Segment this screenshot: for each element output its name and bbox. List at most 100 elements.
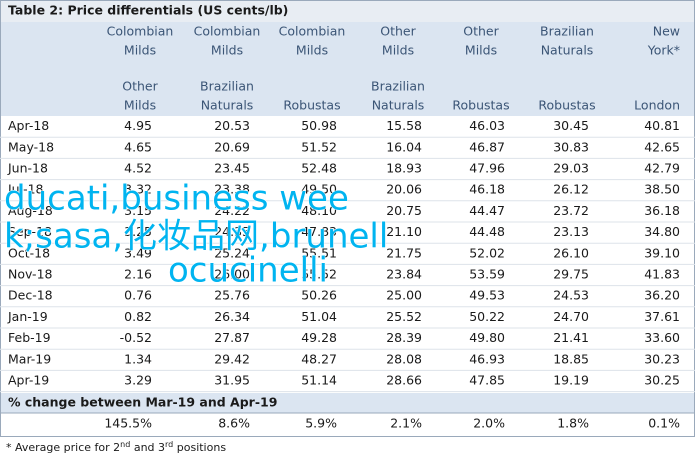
column-header: Naturals — [541, 43, 594, 58]
column-header: Naturals — [201, 98, 254, 113]
cell: 24.35 — [214, 224, 250, 239]
watermark: ducati,business wee — [4, 179, 349, 219]
cell: 39.10 — [644, 245, 680, 260]
cell: 44.48 — [469, 224, 505, 239]
cell: 47.85 — [469, 373, 505, 388]
cell: 26.12 — [553, 182, 589, 197]
cell: 26.34 — [214, 309, 250, 324]
cell: 20.75 — [386, 203, 422, 218]
cell: 46.18 — [469, 182, 505, 197]
column-header: York* — [647, 43, 680, 58]
cell: 26.00 — [214, 267, 250, 282]
cell: 25.00 — [386, 288, 422, 303]
row-label: Nov-18 — [8, 267, 53, 282]
cell: 48.27 — [301, 351, 337, 366]
footnote-text: positions — [173, 441, 226, 454]
cell: 0.76 — [124, 288, 152, 303]
change-value: 0.1% — [648, 416, 680, 431]
cell: 48.10 — [301, 203, 337, 218]
cell: 53.59 — [469, 267, 505, 282]
cell: 3.49 — [124, 245, 152, 260]
column-header: Colombian — [194, 24, 261, 39]
footnote-text: * Average price for 2 — [6, 441, 120, 454]
cell: 23.45 — [214, 161, 250, 176]
cell: 47.96 — [469, 161, 505, 176]
change-value: 145.5% — [104, 416, 152, 431]
cell: 40.81 — [644, 118, 680, 133]
table-title: Table 2: Price differentials (US cents/l… — [8, 3, 288, 18]
column-header: Brazilian — [200, 79, 254, 94]
cell: 36.20 — [644, 288, 680, 303]
cell: -0.52 — [120, 330, 152, 345]
cell: 23.38 — [214, 182, 250, 197]
column-header: New — [653, 24, 680, 39]
row-label: Mar-19 — [8, 351, 51, 366]
change-value: 8.6% — [218, 416, 250, 431]
row-label: Apr-18 — [8, 118, 49, 133]
change-value: 2.0% — [473, 416, 505, 431]
cell: 28.66 — [386, 373, 422, 388]
title-band — [0, 0, 695, 22]
cell: 30.25 — [644, 373, 680, 388]
cell: 23.84 — [386, 267, 422, 282]
cell: 18.93 — [386, 161, 422, 176]
cell: 49.80 — [469, 330, 505, 345]
footnote-sup: rd — [165, 440, 173, 449]
cell: 23.13 — [553, 224, 589, 239]
cell: 30.45 — [553, 118, 589, 133]
column-header: Other — [122, 79, 158, 94]
cell: 16.04 — [386, 139, 422, 154]
cell: 23.72 — [553, 203, 589, 218]
cell: 24.53 — [553, 288, 589, 303]
cell: 30.23 — [644, 351, 680, 366]
cell: 1.34 — [124, 351, 152, 366]
change-value: 1.8% — [557, 416, 589, 431]
footnote-text: and 3 — [130, 441, 165, 454]
cell: 3.29 — [124, 373, 152, 388]
cell: 51.52 — [301, 139, 337, 154]
column-header: Other — [463, 24, 499, 39]
cell: 20.69 — [214, 139, 250, 154]
cell: 27.87 — [214, 330, 250, 345]
cell: 42.79 — [644, 161, 680, 176]
cell: 3.15 — [124, 203, 152, 218]
cell: 36.18 — [644, 203, 680, 218]
cell: 46.87 — [469, 139, 505, 154]
cell: 46.93 — [469, 351, 505, 366]
cell: 21.41 — [553, 330, 589, 345]
cell: 38.50 — [644, 182, 680, 197]
cell: 26.10 — [553, 245, 589, 260]
column-header: Brazilian — [371, 79, 425, 94]
column-header: Milds — [296, 43, 328, 58]
cell: 30.83 — [553, 139, 589, 154]
cell: 24.22 — [214, 203, 250, 218]
cell: 29.75 — [553, 267, 589, 282]
column-header: Milds — [211, 43, 243, 58]
cell: 34.80 — [644, 224, 680, 239]
cell: 33.60 — [644, 330, 680, 345]
column-header: Colombian — [107, 24, 174, 39]
cell: 49.53 — [469, 288, 505, 303]
cell: 41.83 — [644, 267, 680, 282]
cell: 51.04 — [301, 309, 337, 324]
cell: 50.26 — [301, 288, 337, 303]
cell: 49.50 — [301, 182, 337, 197]
row-label: Jan-19 — [7, 309, 48, 324]
change-label: % change between Mar-19 and Apr-19 — [8, 395, 277, 410]
cell: 50.22 — [469, 309, 505, 324]
cell: 20.06 — [386, 182, 422, 197]
row-label: Aug-18 — [8, 203, 53, 218]
cell: 42.65 — [644, 139, 680, 154]
cell: 4.95 — [124, 118, 152, 133]
cell: 2.16 — [124, 267, 152, 282]
watermark: ocucinelli — [168, 251, 328, 291]
cell: 21.75 — [386, 245, 422, 260]
cell: 24.70 — [553, 309, 589, 324]
change-value: 2.1% — [390, 416, 422, 431]
cell: 31.95 — [214, 373, 250, 388]
cell: 52.02 — [469, 245, 505, 260]
column-header: Colombian — [279, 24, 346, 39]
change-value: 5.9% — [305, 416, 337, 431]
cell: 55.52 — [301, 267, 337, 282]
